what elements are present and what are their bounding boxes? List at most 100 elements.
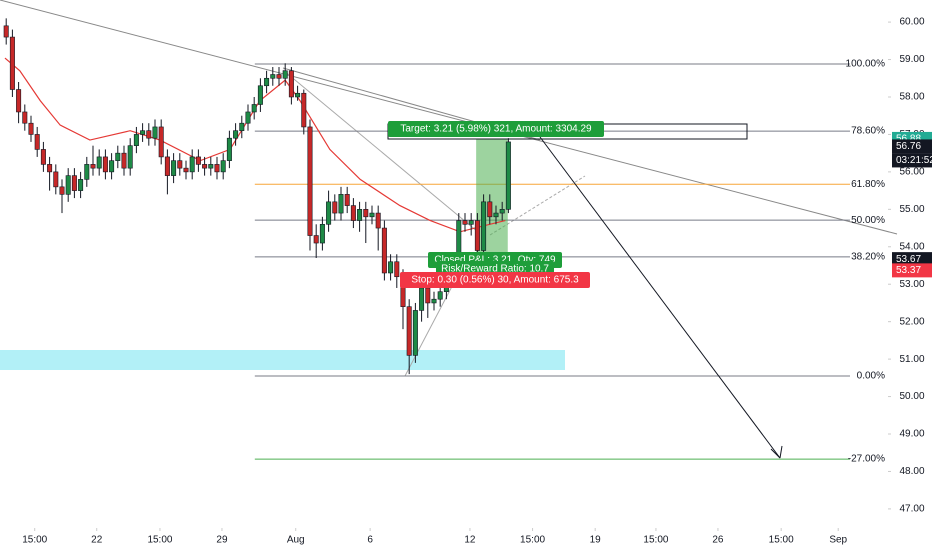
candle: [431, 291, 437, 311]
candle-body: [177, 160, 183, 169]
candle-body: [264, 77, 270, 87]
candle-body: [78, 179, 84, 191]
candle-body: [65, 175, 71, 195]
y-tick-label: 53.00: [899, 279, 924, 290]
candle: [301, 89, 307, 135]
candle-body: [96, 156, 102, 169]
candle-body: [164, 156, 170, 176]
candle: [388, 254, 394, 281]
candle-body: [388, 261, 394, 274]
candle: [96, 149, 102, 176]
candle-body: [140, 130, 146, 135]
candle-body: [332, 201, 338, 214]
fib-label: 38.20%: [851, 252, 885, 263]
candle-body: [214, 164, 220, 173]
candle: [59, 179, 65, 214]
candle: [505, 138, 511, 214]
candle-body: [381, 227, 387, 274]
candle: [326, 190, 332, 232]
candle: [474, 213, 480, 259]
candle: [121, 145, 127, 176]
candle: [65, 168, 71, 202]
candle-body: [344, 194, 350, 206]
candle: [307, 119, 313, 251]
candle: [381, 220, 387, 281]
candle-body: [47, 164, 53, 173]
fib-label: 78.60%: [851, 126, 885, 137]
candle-body: [115, 152, 121, 161]
candle-body: [462, 220, 468, 225]
candle: [9, 29, 15, 97]
candle: [84, 156, 90, 187]
candle: [344, 186, 350, 214]
x-tick-label: 15:00: [769, 535, 794, 546]
candle: [350, 198, 356, 229]
x-tick-label: 15:00: [520, 535, 545, 546]
candle-body: [59, 186, 65, 195]
candle: [71, 168, 77, 199]
candle: [487, 194, 493, 225]
y-tick-label: 50.00: [899, 391, 924, 402]
candle-body: [295, 92, 301, 98]
candle: [251, 96, 257, 120]
trend-line: [0, 0, 898, 235]
candle-body: [239, 122, 245, 131]
fib-label: 100.00%: [846, 59, 886, 70]
candle: [357, 201, 363, 232]
support-zone: [0, 350, 565, 370]
candle-body: [270, 74, 276, 79]
price-badge-label: 53.37: [896, 265, 921, 276]
candle-body: [437, 291, 443, 300]
candle-body: [251, 104, 257, 113]
candle-body: [412, 310, 418, 356]
candle: [171, 153, 177, 184]
candle: [264, 70, 270, 94]
y-tick-label: 51.00: [899, 354, 924, 365]
moving-average: [4, 57, 506, 233]
candle-body: [34, 134, 40, 150]
candle-body: [307, 126, 313, 236]
candle-body: [195, 156, 201, 165]
candle-body: [282, 70, 288, 79]
candle-body: [202, 164, 208, 169]
candle: [239, 115, 245, 139]
target-label: Target: 3.21 (5.98%) 321, Amount: 3304.2…: [400, 124, 592, 135]
candle-body: [102, 156, 108, 173]
candle: [468, 213, 474, 236]
candle-body: [84, 164, 90, 180]
candle-body: [301, 92, 307, 128]
drawings: [0, 0, 898, 377]
candle: [313, 224, 319, 259]
candle-body: [121, 152, 127, 169]
candle: [3, 18, 9, 45]
price-badge-label: 53.67: [896, 254, 921, 265]
trend-line: [282, 69, 479, 233]
candle-body: [9, 36, 15, 90]
x-tick-label: 15:00: [643, 535, 668, 546]
candle-body: [3, 25, 9, 38]
candle: [140, 123, 146, 142]
x-tick-label: 15:00: [147, 535, 172, 546]
candle: [288, 67, 294, 105]
candle: [34, 126, 40, 157]
candle: [109, 153, 115, 180]
x-tick-label: Sep: [829, 535, 847, 546]
candle-body: [245, 111, 251, 124]
candle: [226, 130, 232, 169]
candle: [22, 104, 28, 131]
candle-body: [109, 160, 115, 173]
fib-label: 0.00%: [857, 371, 885, 382]
candle: [47, 156, 53, 191]
candle: [276, 67, 282, 86]
candle-body: [499, 209, 505, 214]
candle-body: [288, 70, 294, 98]
timer-label: 03:21:52: [896, 155, 932, 166]
target-zone: [476, 138, 508, 260]
y-tick-label: 47.00: [899, 504, 924, 515]
rr-label: Risk/Reward Ratio: 10.7: [441, 264, 549, 275]
candle: [375, 205, 381, 251]
candle-body: [53, 171, 59, 188]
candle-body: [474, 220, 480, 251]
candle: [202, 156, 208, 176]
y-tick-label: 52.00: [899, 316, 924, 327]
